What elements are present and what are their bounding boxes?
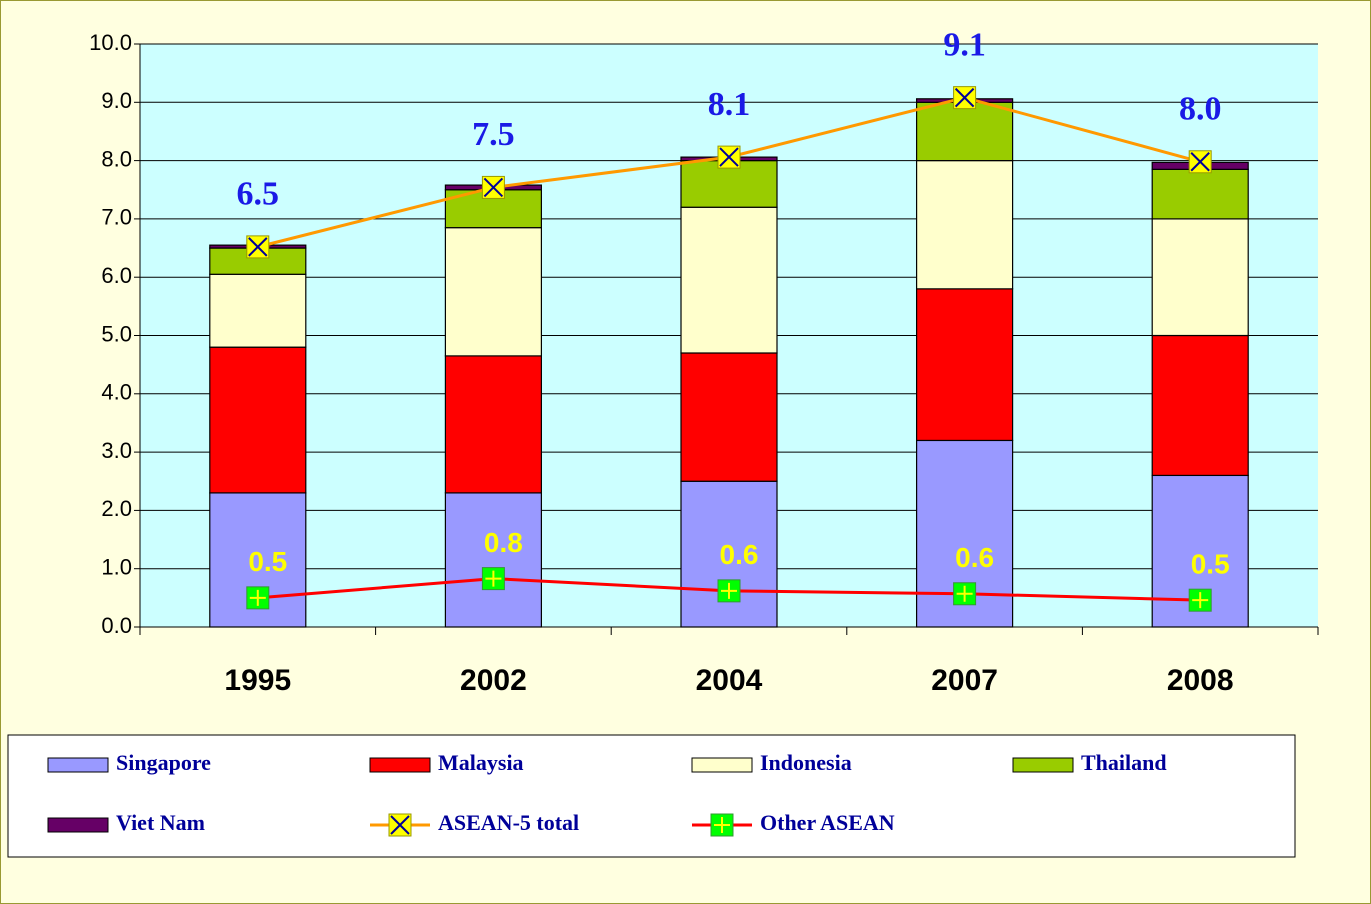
data-label: 0.5 bbox=[1191, 549, 1230, 580]
x-tick-label: 2007 bbox=[931, 664, 998, 697]
x-tick-label: 2002 bbox=[460, 664, 527, 697]
marker-glyph bbox=[1190, 152, 1210, 172]
y-tick-label: 2.0 bbox=[101, 496, 132, 521]
marker-glyph bbox=[249, 589, 266, 606]
x-tick-label: 2004 bbox=[696, 664, 763, 697]
y-tick-label: 8.0 bbox=[101, 146, 132, 171]
marker-glyph bbox=[719, 147, 739, 167]
legend-swatch bbox=[691, 757, 753, 773]
legend-item: Indonesia bbox=[691, 750, 852, 775]
x-tick-label: 2008 bbox=[1167, 664, 1234, 697]
legend-item: Viet Nam bbox=[47, 810, 205, 835]
legend-item: Thailand bbox=[1012, 750, 1167, 775]
bar-segment bbox=[444, 227, 542, 357]
y-tick-label: 10.0 bbox=[89, 30, 132, 55]
data-label: 9.1 bbox=[943, 26, 986, 63]
legend-label: Viet Nam bbox=[116, 810, 205, 835]
bar-segment bbox=[915, 160, 1014, 290]
data-label: 6.5 bbox=[237, 176, 280, 213]
legend-label: Malaysia bbox=[438, 750, 524, 775]
y-tick-label: 7.0 bbox=[101, 205, 132, 230]
bar-segment bbox=[1151, 168, 1249, 220]
legend-box bbox=[7, 734, 1296, 858]
legend-item: Singapore bbox=[47, 750, 211, 775]
bar-segment bbox=[680, 206, 778, 354]
y-tick-label: 1.0 bbox=[101, 555, 132, 580]
bar-segment bbox=[1151, 218, 1249, 337]
marker-glyph bbox=[721, 582, 737, 599]
bar-segment bbox=[209, 273, 307, 348]
marker-glyph bbox=[485, 570, 502, 587]
x-tick-label: 1995 bbox=[224, 664, 291, 697]
legend-item: Malaysia bbox=[369, 750, 524, 775]
data-label: 8.0 bbox=[1179, 91, 1222, 128]
marker-glyph bbox=[954, 87, 975, 108]
marker-glyph bbox=[714, 817, 730, 833]
legend-swatch bbox=[47, 757, 109, 773]
y-tick-label: 0.0 bbox=[101, 613, 132, 638]
marker-glyph bbox=[1192, 592, 1209, 609]
bar-segment bbox=[1151, 334, 1249, 477]
y-tick-label: 4.0 bbox=[101, 380, 132, 405]
legend-label: Thailand bbox=[1081, 750, 1167, 775]
bar-segment bbox=[915, 288, 1014, 442]
bar-segment bbox=[680, 480, 778, 628]
data-label: 8.1 bbox=[708, 86, 751, 123]
y-tick-label: 5.0 bbox=[101, 321, 132, 346]
y-tick-label: 9.0 bbox=[101, 88, 132, 113]
y-tick-label: 3.0 bbox=[101, 438, 132, 463]
data-label: 0.6 bbox=[720, 539, 759, 570]
data-label: 7.5 bbox=[472, 116, 515, 153]
legend-item: Other ASEAN bbox=[692, 810, 895, 837]
marker-glyph bbox=[956, 585, 973, 602]
marker-glyph bbox=[483, 177, 504, 198]
bar-segment bbox=[444, 492, 542, 628]
bar-segment bbox=[209, 346, 307, 494]
legend-item: ASEAN-5 total bbox=[370, 810, 579, 837]
bar-segment bbox=[444, 355, 542, 494]
legend-swatch bbox=[47, 817, 109, 833]
data-label: 0.6 bbox=[955, 542, 994, 573]
bar-segment bbox=[680, 352, 778, 482]
legend-swatch bbox=[369, 757, 431, 773]
legend-label: Indonesia bbox=[760, 750, 852, 775]
legend-label: Singapore bbox=[116, 750, 211, 775]
legend-swatch bbox=[1012, 757, 1074, 773]
legend-label: ASEAN-5 total bbox=[438, 810, 579, 835]
legend-label: Other ASEAN bbox=[760, 810, 895, 835]
data-label: 0.5 bbox=[248, 546, 287, 577]
data-label: 0.8 bbox=[484, 527, 523, 558]
bar-segment bbox=[915, 101, 1014, 162]
y-tick-label: 6.0 bbox=[101, 263, 132, 288]
marker-glyph bbox=[248, 237, 268, 257]
marker-glyph bbox=[390, 815, 410, 835]
